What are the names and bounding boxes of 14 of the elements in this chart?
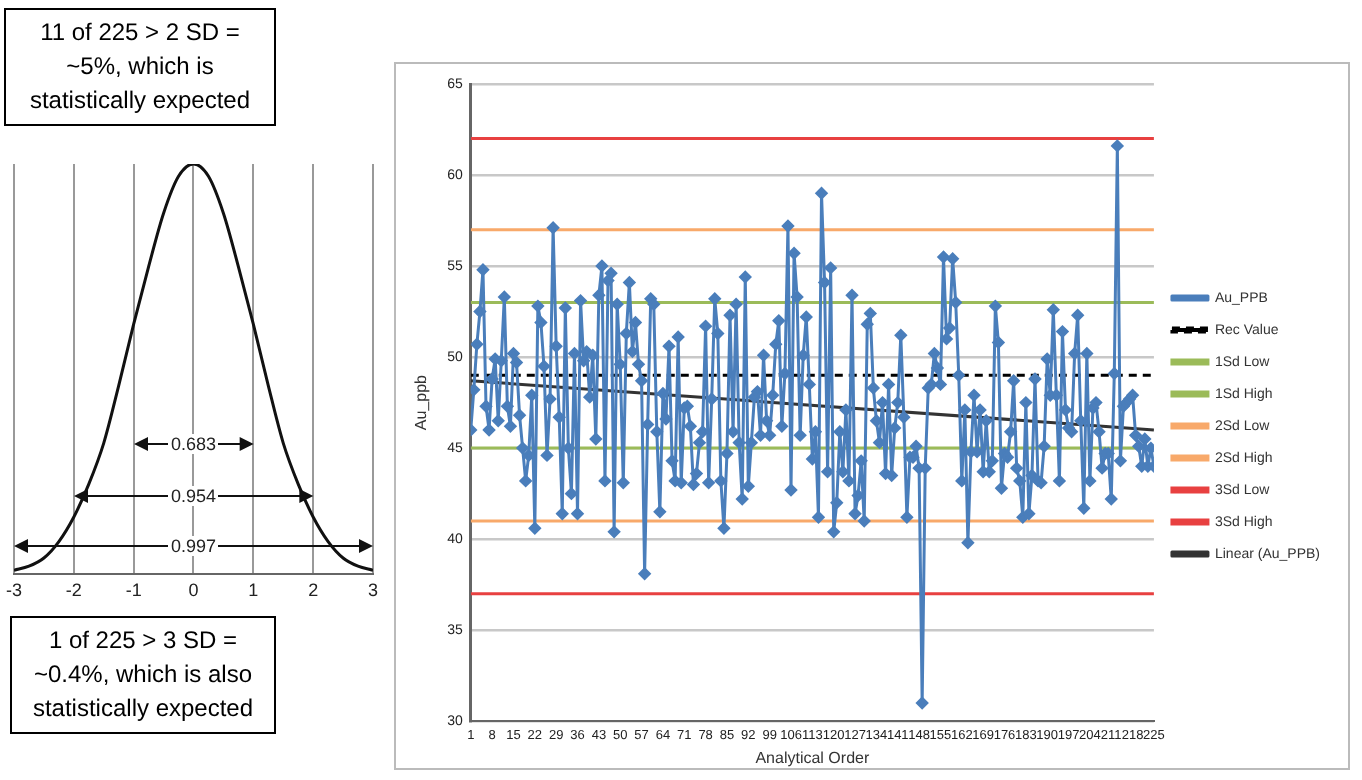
y-axis-title: Au_ppb (412, 373, 431, 431)
text: 11 of 225 > 2 SD = ~5%, which is statistically expected (4, 8, 276, 126)
x-tick-label: -2 (65, 580, 82, 601)
x-tick-label: -1 (125, 580, 142, 601)
annotation: 0.683 (168, 433, 218, 454)
text: 1 of 225 > 3 SD = ~0.4%, which is also statistically expected (10, 616, 276, 734)
x-tick-label: 2 (308, 580, 319, 601)
x-axis-title: Analytical Order (755, 748, 870, 767)
annotation: 0.997 (168, 535, 218, 556)
x-tick-label: 1 (248, 580, 259, 601)
x-tick-label: 0 (188, 580, 199, 601)
annotation: 0.954 (168, 486, 218, 507)
x-tick-label: -3 (5, 580, 23, 601)
x-tick-label: 3 (367, 580, 379, 601)
